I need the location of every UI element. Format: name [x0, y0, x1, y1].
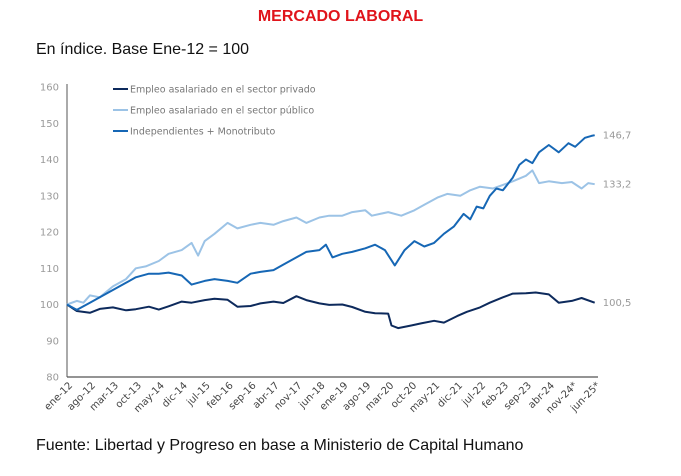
- y-tick-label: 90: [46, 336, 59, 347]
- x-axis: ene-12ago-12mar-13oct-13may-14dic-14jul-…: [43, 376, 603, 416]
- y-tick-label: 100: [40, 300, 59, 311]
- y-tick-label: 160: [40, 83, 59, 94]
- legend-label: Empleo asalariado en el sector privado: [130, 85, 316, 96]
- y-axis: 80 90 100 110 120 130 140 150 160: [40, 83, 68, 384]
- y-tick-label: 120: [40, 228, 59, 239]
- series-line: [66, 134, 595, 311]
- series-line: [66, 291, 596, 330]
- series-lines: 100,5 133,2 146,7: [66, 131, 632, 330]
- legend-label: Independientes + Monotributo: [130, 127, 276, 138]
- legend: Empleo asalariado en el sector privado Em…: [113, 85, 316, 138]
- end-value-label: 146,7: [603, 131, 632, 142]
- x-tick-label: dic-21: [436, 380, 466, 410]
- chart-source: Fuente: Libertad y Progreso en base a Mi…: [36, 437, 524, 454]
- y-tick-label: 140: [40, 155, 59, 166]
- series-line: [66, 169, 595, 306]
- y-tick-label: 150: [40, 119, 59, 130]
- page-title: MERCADO LABORAL: [257, 8, 424, 25]
- y-tick-label: 130: [40, 191, 59, 202]
- legend-label: Empleo asalariado en el sector público: [130, 106, 314, 117]
- end-value-label: 133,2: [603, 180, 632, 191]
- x-tick-label: dic-14: [160, 380, 190, 410]
- chart-subtitle: En índice. Base Ene-12 = 100: [36, 41, 250, 58]
- end-value-label: 100,5: [603, 298, 632, 309]
- y-tick-label: 110: [40, 264, 59, 275]
- y-tick-label: 80: [46, 373, 59, 384]
